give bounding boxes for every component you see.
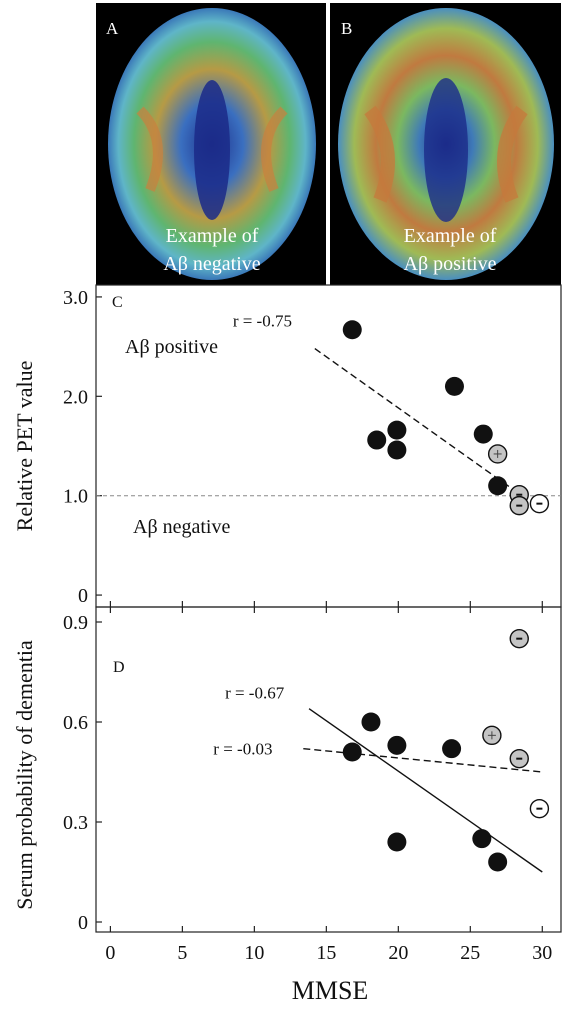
brain-image-b: B Example of Aβ positive bbox=[338, 8, 554, 280]
data-point bbox=[472, 829, 492, 849]
data-point bbox=[361, 712, 381, 732]
brain-image-a: A Example of Aβ negative bbox=[106, 8, 316, 280]
panel-b-caption-line2: Aβ positive bbox=[404, 253, 497, 275]
panel-a-caption-line1: Example of bbox=[166, 225, 259, 247]
data-point bbox=[444, 376, 464, 396]
regression-line bbox=[314, 348, 514, 491]
region-label-negative: Aβ negative bbox=[133, 516, 230, 538]
y-tick-label: 0.3 bbox=[63, 812, 88, 834]
data-point bbox=[387, 420, 407, 440]
y-tick-label: 0.6 bbox=[63, 712, 88, 734]
x-tick-label: 25 bbox=[460, 942, 480, 964]
chart-d-marks: 0 0.3 0.6 0.9 0 5 10 15 20 25 30 r = -0.67 r = -0.03 bbox=[63, 607, 552, 964]
y-tick-label: 1.0 bbox=[63, 486, 88, 508]
y-tick-label: 0 bbox=[78, 912, 88, 934]
plot-frame-d bbox=[95, 606, 562, 933]
data-point bbox=[387, 440, 407, 460]
correlation-label: r = -0.03 bbox=[213, 740, 272, 759]
chart-c-marks: 0 1.0 2.0 3.0 r = -0.75 bbox=[63, 287, 561, 607]
data-point bbox=[488, 476, 508, 496]
x-tick-label: 10 bbox=[244, 942, 264, 964]
regression-line bbox=[308, 708, 543, 873]
x-tick-label: 0 bbox=[105, 942, 115, 964]
correlation-label: r = -0.67 bbox=[225, 684, 285, 703]
data-point bbox=[387, 735, 407, 755]
data-point bbox=[342, 320, 362, 340]
y-axis-label-d: Serum probability of dementia bbox=[12, 640, 37, 910]
chart-panel-d: D Serum probability of dementia MMSE 0 0.… bbox=[12, 606, 562, 1005]
data-point bbox=[342, 742, 362, 762]
y-axis-label-c: Relative PET value bbox=[12, 361, 37, 532]
panel-c-letter: C bbox=[112, 294, 123, 311]
chart-panel-c: C Aβ positive Aβ negative Relative PET v… bbox=[12, 284, 562, 608]
x-tick-label: 30 bbox=[532, 942, 552, 964]
data-point bbox=[367, 430, 387, 450]
x-tick-label: 20 bbox=[388, 942, 408, 964]
panel-a-caption-line2: Aβ negative bbox=[163, 253, 260, 275]
data-point bbox=[473, 424, 493, 444]
x-axis-label: MMSE bbox=[292, 976, 369, 1005]
y-tick-label: 0.9 bbox=[63, 612, 88, 634]
panel-a-letter: A bbox=[106, 19, 119, 38]
y-tick-label: 0 bbox=[78, 585, 88, 607]
brain-images: A Example of Aβ negative B Example of Aβ… bbox=[96, 3, 561, 285]
data-point bbox=[488, 852, 508, 872]
y-tick-label: 2.0 bbox=[63, 386, 88, 408]
panel-b-caption-line1: Example of bbox=[404, 225, 497, 247]
correlation-label: r = -0.75 bbox=[233, 312, 292, 331]
panel-d-letter: D bbox=[113, 659, 125, 676]
panel-b-letter: B bbox=[341, 19, 352, 38]
regression-line bbox=[303, 747, 543, 773]
plot-frame-c bbox=[95, 284, 562, 608]
x-tick-label: 5 bbox=[177, 942, 187, 964]
region-label-positive: Aβ positive bbox=[125, 336, 218, 358]
data-point bbox=[442, 739, 462, 759]
y-tick-label: 3.0 bbox=[63, 287, 88, 309]
x-tick-label: 15 bbox=[316, 942, 336, 964]
data-point bbox=[387, 832, 407, 852]
